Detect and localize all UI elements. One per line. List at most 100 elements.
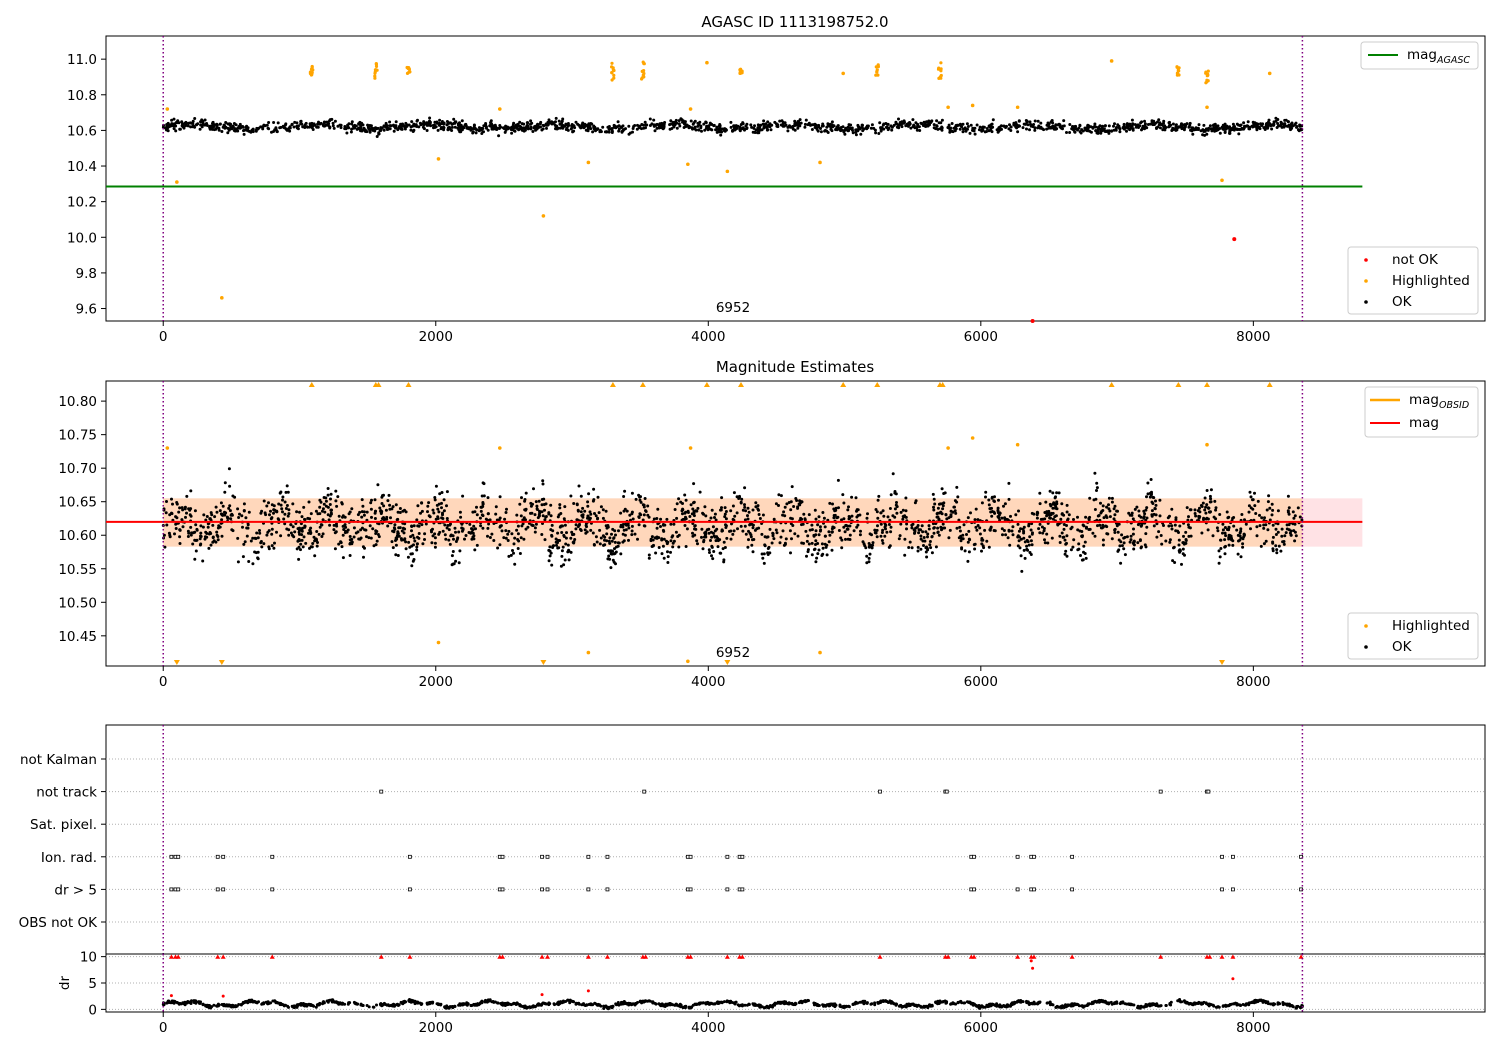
ok-point	[558, 539, 562, 542]
ok-point	[1142, 509, 1146, 513]
ok-point	[738, 125, 742, 129]
ok-point	[574, 120, 578, 124]
ok-point	[458, 123, 462, 127]
ok-point	[622, 528, 626, 532]
ok-point	[711, 531, 715, 535]
x-tick-label: 2000	[419, 329, 453, 345]
ok-point	[876, 516, 880, 520]
ok-point	[1200, 505, 1204, 508]
ok-point	[873, 528, 877, 532]
ok-point	[1241, 545, 1245, 549]
ok-point	[700, 535, 703, 539]
ok-point	[177, 121, 181, 125]
ok-point	[751, 538, 754, 542]
ok-point	[898, 534, 902, 538]
ok-point	[607, 554, 611, 558]
ok-point	[1155, 127, 1158, 130]
ok-point	[676, 535, 680, 538]
ok-point	[326, 513, 330, 517]
ok-point	[936, 511, 940, 515]
ok-point	[879, 129, 883, 133]
ok-point	[1247, 510, 1251, 514]
ok-point	[1041, 517, 1045, 521]
highlighted-point	[308, 70, 312, 74]
ok-point	[1181, 547, 1185, 551]
ok-point	[587, 492, 591, 496]
ok-point	[978, 125, 982, 129]
ok-point	[1101, 504, 1105, 508]
ok-point	[805, 554, 808, 558]
ok-point	[862, 542, 866, 546]
ok-point	[512, 126, 516, 130]
ok-point	[375, 530, 379, 533]
ok-point	[1085, 127, 1089, 131]
ok-point	[543, 538, 547, 542]
ok-point	[598, 128, 602, 132]
highlighted-point	[374, 62, 378, 66]
ok-point	[814, 543, 817, 546]
ok-point	[1118, 544, 1122, 548]
highlighted-up-marker	[874, 382, 881, 387]
y-tick-label: 11.0	[67, 52, 97, 68]
ok-point	[302, 535, 306, 539]
ok-point	[1258, 524, 1262, 528]
ok-point	[1107, 507, 1111, 511]
ok-point	[675, 516, 679, 520]
ok-point	[1035, 510, 1039, 514]
ok-point	[262, 542, 266, 546]
ok-point	[379, 509, 383, 513]
ok-point	[810, 123, 814, 127]
ok-point	[571, 130, 575, 134]
ok-point	[1260, 516, 1264, 520]
ok-point	[286, 514, 290, 518]
ok-point	[482, 482, 486, 486]
ok-point	[1164, 539, 1168, 543]
not-ok-point	[1232, 237, 1237, 242]
ok-point	[880, 539, 884, 542]
ok-point	[315, 544, 319, 548]
ok-point	[860, 123, 864, 127]
ok-point	[362, 126, 366, 130]
ok-point	[473, 510, 477, 514]
ok-point	[576, 525, 580, 529]
ok-point	[529, 511, 532, 515]
flag-marker	[1070, 887, 1075, 892]
ok-point	[590, 122, 594, 126]
ok-point	[789, 551, 792, 555]
ok-point	[1117, 124, 1121, 128]
ok-point	[850, 126, 854, 130]
ok-point	[940, 125, 944, 129]
ok-point	[433, 125, 437, 129]
ok-point	[866, 512, 869, 516]
ok-point	[813, 547, 817, 551]
ok-point	[340, 501, 344, 505]
ok-point	[1290, 126, 1294, 130]
ok-point	[1132, 543, 1136, 547]
ok-point	[320, 535, 324, 538]
ok-point	[818, 525, 822, 529]
ok-point	[995, 128, 999, 132]
ok-point	[304, 121, 308, 125]
ok-point	[757, 526, 761, 530]
ok-point	[700, 527, 704, 531]
ok-point	[575, 518, 579, 522]
ok-point	[370, 515, 373, 519]
ok-point	[586, 129, 590, 133]
ok-point	[817, 533, 821, 537]
ok-point	[288, 129, 292, 133]
ok-point	[207, 546, 211, 550]
ok-point	[823, 542, 827, 546]
ok-point	[1122, 536, 1126, 540]
ok-point	[1037, 124, 1041, 128]
ok-point	[1205, 132, 1209, 136]
ok-point	[178, 506, 182, 510]
ok-point	[362, 510, 366, 514]
ok-point	[822, 516, 826, 520]
x-tick-label: 4000	[691, 674, 725, 690]
ok-point	[1150, 509, 1154, 513]
ok-point	[307, 500, 311, 504]
ok-point	[743, 505, 747, 509]
ok-point	[1025, 544, 1029, 548]
ok-point	[992, 510, 996, 514]
ok-point	[817, 123, 821, 127]
